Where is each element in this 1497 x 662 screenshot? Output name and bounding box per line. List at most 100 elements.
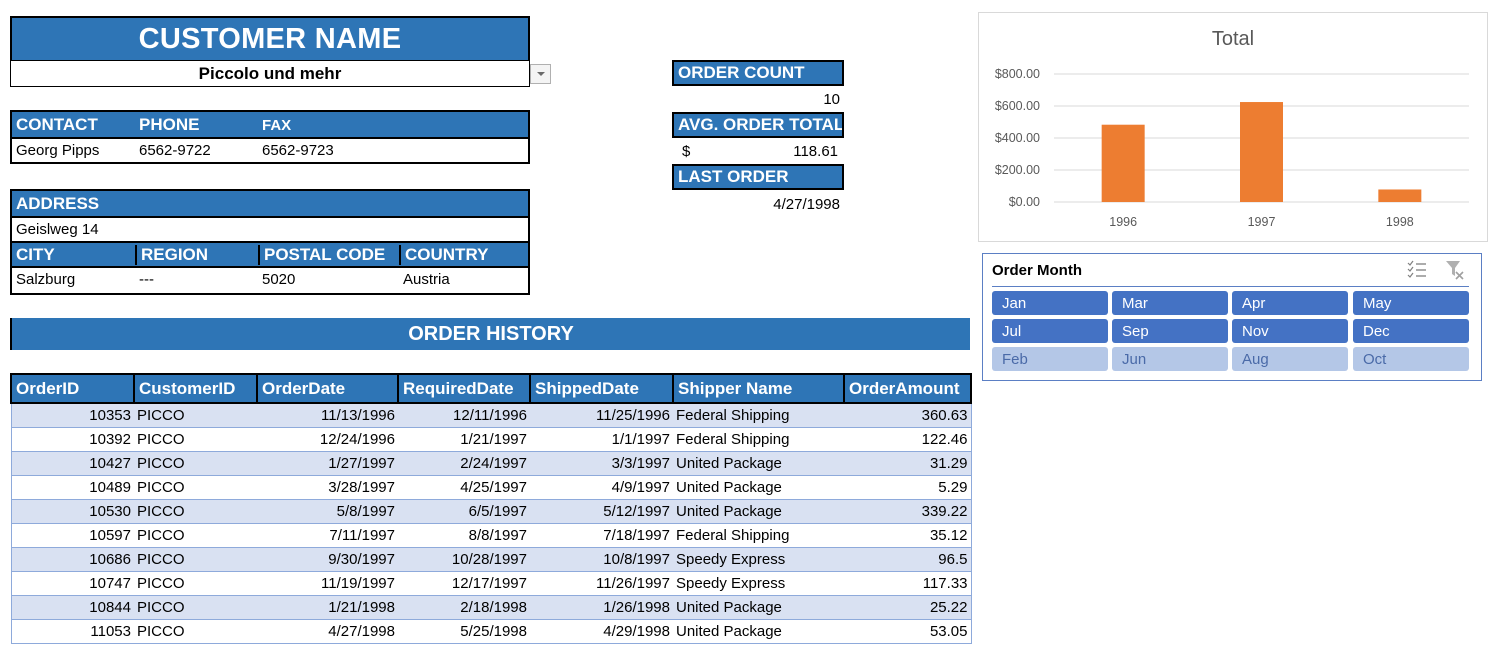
column-header-customerid[interactable]: CustomerID [133, 373, 258, 404]
city-cell[interactable]: Salzburg [16, 271, 76, 288]
column-header-orderamount[interactable]: OrderAmount [843, 373, 972, 404]
shipper-name-cell[interactable]: United Package [673, 451, 844, 476]
total-chart[interactable]: Total $0.00 $200.00 $400.00 $600.00 $800.00 1… [978, 12, 1488, 242]
orderid-cell[interactable]: 10747 [10, 571, 134, 596]
clear-filter-icon[interactable] [1445, 260, 1465, 285]
orderdate-cell[interactable]: 9/30/1997 [257, 547, 398, 572]
shipper-name-cell[interactable]: Federal Shipping [673, 523, 844, 548]
table-row[interactable]: 10844 PICCO 1/21/1998 2/18/1998 1/26/1998 Uni… [10, 595, 972, 620]
orderdate-cell[interactable]: 12/24/1996 [257, 427, 398, 452]
shippeddate-cell[interactable]: 1/1/1997 [530, 427, 673, 452]
shipper-name-cell[interactable]: United Package [673, 595, 844, 620]
orderamount-cell[interactable]: 31.29 [844, 451, 972, 476]
slicer-item-feb[interactable]: Feb [992, 347, 1108, 371]
slicer-item-jun[interactable]: Jun [1112, 347, 1228, 371]
customer-dropdown-button[interactable] [530, 64, 551, 84]
table-row[interactable]: 10747 PICCO 11/19/1997 12/17/1997 11/26/1997… [10, 571, 972, 596]
slicer-item-mar[interactable]: Mar [1112, 291, 1228, 315]
slicer-item-oct[interactable]: Oct [1353, 347, 1469, 371]
contact-name-cell[interactable]: Georg Pipps [16, 142, 100, 159]
shippeddate-cell[interactable]: 4/9/1997 [530, 475, 673, 500]
customerid-cell[interactable]: PICCO [134, 547, 257, 572]
orderid-cell[interactable]: 10353 [10, 402, 134, 428]
avg-order-total-value[interactable]: $ 118.61 [672, 138, 844, 164]
slicer-item-apr[interactable]: Apr [1232, 291, 1348, 315]
shipper-name-cell[interactable]: United Package [673, 619, 844, 644]
order-count-value[interactable]: 10 [823, 90, 840, 108]
requireddate-cell[interactable]: 1/21/1997 [398, 427, 530, 452]
phone-cell[interactable]: 6562-9722 [139, 142, 211, 159]
customer-name-cell[interactable]: Piccolo und mehr [10, 61, 530, 87]
orderid-cell[interactable]: 10844 [10, 595, 134, 620]
requireddate-cell[interactable]: 12/17/1997 [398, 571, 530, 596]
slicer-item-aug[interactable]: Aug [1232, 347, 1348, 371]
shippeddate-cell[interactable]: 11/25/1996 [530, 402, 673, 428]
requireddate-cell[interactable]: 12/11/1996 [398, 402, 530, 428]
shippeddate-cell[interactable]: 1/26/1998 [530, 595, 673, 620]
customerid-cell[interactable]: PICCO [134, 571, 257, 596]
requireddate-cell[interactable]: 2/18/1998 [398, 595, 530, 620]
orderid-cell[interactable]: 10686 [10, 547, 134, 572]
last-order-value[interactable]: 4/27/1998 [773, 195, 840, 213]
shippeddate-cell[interactable]: 5/12/1997 [530, 499, 673, 524]
shipper-name-cell[interactable]: United Package [673, 475, 844, 500]
orderid-cell[interactable]: 10392 [10, 427, 134, 452]
orderid-cell[interactable]: 10427 [10, 451, 134, 476]
region-cell[interactable]: --- [139, 271, 154, 288]
customerid-cell[interactable]: PICCO [134, 475, 257, 500]
orderdate-cell[interactable]: 7/11/1997 [257, 523, 398, 548]
orderid-cell[interactable]: 10530 [10, 499, 134, 524]
shippeddate-cell[interactable]: 7/18/1997 [530, 523, 673, 548]
requireddate-cell[interactable]: 8/8/1997 [398, 523, 530, 548]
country-cell[interactable]: Austria [403, 271, 450, 288]
address-cell[interactable]: Geislweg 14 [16, 221, 99, 238]
orderdate-cell[interactable]: 1/27/1997 [257, 451, 398, 476]
fax-cell[interactable]: 6562-9723 [262, 142, 334, 159]
requireddate-cell[interactable]: 10/28/1997 [398, 547, 530, 572]
orderdate-cell[interactable]: 11/13/1996 [257, 402, 398, 428]
bar-1998[interactable] [1378, 189, 1422, 202]
slicer-item-may[interactable]: May [1353, 291, 1469, 315]
shippeddate-cell[interactable]: 11/26/1997 [530, 571, 673, 596]
table-row[interactable]: 11053 PICCO 4/27/1998 5/25/1998 4/29/1998 Uni… [10, 619, 972, 644]
requireddate-cell[interactable]: 2/24/1997 [398, 451, 530, 476]
column-header-shippeddate[interactable]: ShippedDate [529, 373, 674, 404]
orderid-cell[interactable]: 10597 [10, 523, 134, 548]
customerid-cell[interactable]: PICCO [134, 619, 257, 644]
postal-code-cell[interactable]: 5020 [262, 271, 296, 288]
orderdate-cell[interactable]: 4/27/1998 [257, 619, 398, 644]
requireddate-cell[interactable]: 5/25/1998 [398, 619, 530, 644]
shipper-name-cell[interactable]: Speedy Express [673, 571, 844, 596]
shippeddate-cell[interactable]: 3/3/1997 [530, 451, 673, 476]
orderamount-cell[interactable]: 122.46 [844, 427, 972, 452]
orderamount-cell[interactable]: 53.05 [844, 619, 972, 644]
shipper-name-cell[interactable]: Speedy Express [673, 547, 844, 572]
orderdate-cell[interactable]: 3/28/1997 [257, 475, 398, 500]
orderamount-cell[interactable]: 360.63 [844, 402, 972, 428]
slicer-item-sep[interactable]: Sep [1112, 319, 1228, 343]
customerid-cell[interactable]: PICCO [134, 427, 257, 452]
slicer-item-jan[interactable]: Jan [992, 291, 1108, 315]
table-row[interactable]: 10686 PICCO 9/30/1997 10/28/1997 10/8/1997 Sp… [10, 547, 972, 572]
table-row[interactable]: 10489 PICCO 3/28/1997 4/25/1997 4/9/1997 Unit… [10, 475, 972, 500]
customerid-cell[interactable]: PICCO [134, 451, 257, 476]
table-row[interactable]: 10530 PICCO 5/8/1997 6/5/1997 5/12/1997 Unite… [10, 499, 972, 524]
customerid-cell[interactable]: PICCO [134, 595, 257, 620]
table-row[interactable]: 10597 PICCO 7/11/1997 8/8/1997 7/18/1997 Fede… [10, 523, 972, 548]
table-row[interactable]: 10427 PICCO 1/27/1997 2/24/1997 3/3/1997 Unit… [10, 451, 972, 476]
orderamount-cell[interactable]: 339.22 [844, 499, 972, 524]
requireddate-cell[interactable]: 4/25/1997 [398, 475, 530, 500]
shippeddate-cell[interactable]: 4/29/1998 [530, 619, 673, 644]
shipper-name-cell[interactable]: Federal Shipping [673, 402, 844, 428]
table-row[interactable]: 10353 PICCO 11/13/1996 12/11/1996 11/25/1996… [10, 402, 972, 428]
slicer-item-nov[interactable]: Nov [1232, 319, 1348, 343]
shippeddate-cell[interactable]: 10/8/1997 [530, 547, 673, 572]
slicer-item-jul[interactable]: Jul [992, 319, 1108, 343]
requireddate-cell[interactable]: 6/5/1997 [398, 499, 530, 524]
customerid-cell[interactable]: PICCO [134, 402, 257, 428]
orderdate-cell[interactable]: 11/19/1997 [257, 571, 398, 596]
column-header-requireddate[interactable]: RequiredDate [397, 373, 531, 404]
orderamount-cell[interactable]: 25.22 [844, 595, 972, 620]
column-header-shipper-name[interactable]: Shipper Name [672, 373, 845, 404]
orderdate-cell[interactable]: 5/8/1997 [257, 499, 398, 524]
